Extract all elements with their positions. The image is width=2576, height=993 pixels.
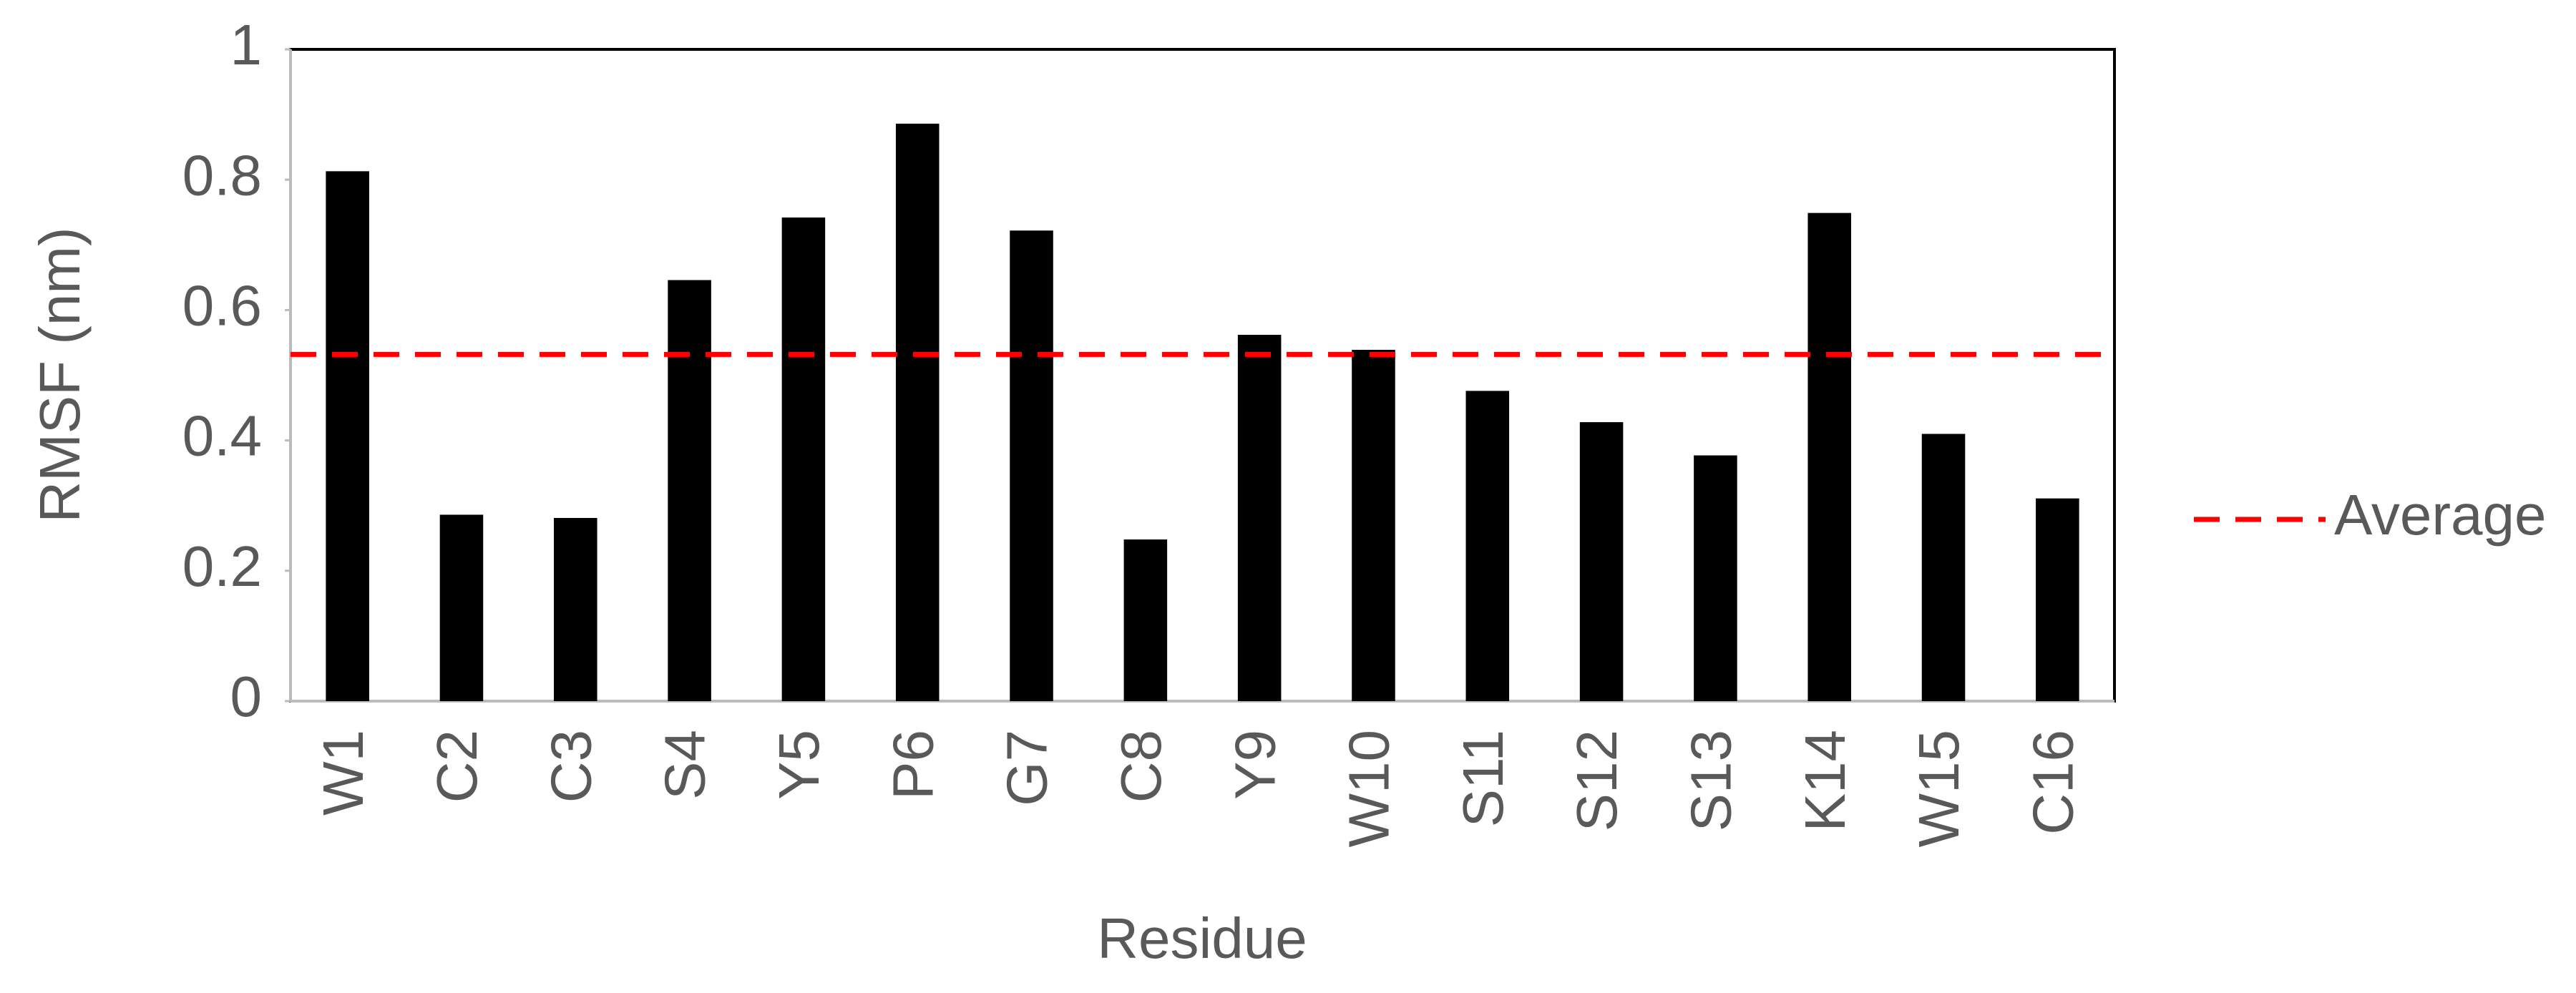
- bar: [326, 171, 369, 701]
- bar: [439, 514, 484, 701]
- bar: [895, 123, 940, 701]
- x-tick-label: S11: [1451, 730, 1515, 827]
- x-tick-label: Y5: [767, 730, 831, 800]
- bar: [1123, 539, 1168, 701]
- x-tick-label: P6: [881, 730, 945, 800]
- x-tick-label: G7: [995, 730, 1059, 806]
- x-tick-label: W15: [1907, 730, 1971, 848]
- x-tick-label: W10: [1337, 730, 1401, 848]
- x-tick-label: C3: [539, 730, 602, 803]
- bar: [1237, 335, 1282, 701]
- x-axis-label: Residue: [1097, 906, 1307, 970]
- x-tick-label: S13: [1679, 730, 1743, 831]
- x-tick-label: C2: [425, 730, 489, 803]
- y-tick-label: 1: [230, 13, 263, 77]
- bar: [1010, 230, 1053, 701]
- bar: [1807, 212, 1851, 701]
- x-tick-label: S4: [653, 730, 717, 800]
- x-tick-label: S12: [1565, 730, 1629, 831]
- legend-label: Average: [2334, 483, 2547, 547]
- y-tick-label: 0.8: [182, 143, 262, 207]
- bar: [1921, 434, 1966, 701]
- bar: [781, 217, 826, 702]
- x-tick-label: C8: [1109, 730, 1173, 803]
- x-tick-label: K14: [1793, 730, 1857, 831]
- bar: [1579, 422, 1624, 701]
- y-tick-label: 0.6: [182, 274, 262, 338]
- bar: [1694, 455, 1737, 701]
- bar: [668, 280, 711, 701]
- bar: [1465, 391, 1510, 701]
- x-tick-label: Y9: [1223, 730, 1287, 800]
- bar: [2036, 498, 2079, 701]
- y-tick-label: 0.4: [182, 404, 262, 468]
- y-tick-label: 0.2: [182, 534, 262, 598]
- bar: [554, 518, 597, 701]
- y-tick-label: 0: [230, 665, 263, 728]
- bar: [1352, 349, 1395, 701]
- x-tick-label: C16: [2021, 730, 2084, 835]
- y-axis-label: RMSF (nm): [28, 227, 92, 522]
- x-tick-label: W1: [311, 730, 375, 816]
